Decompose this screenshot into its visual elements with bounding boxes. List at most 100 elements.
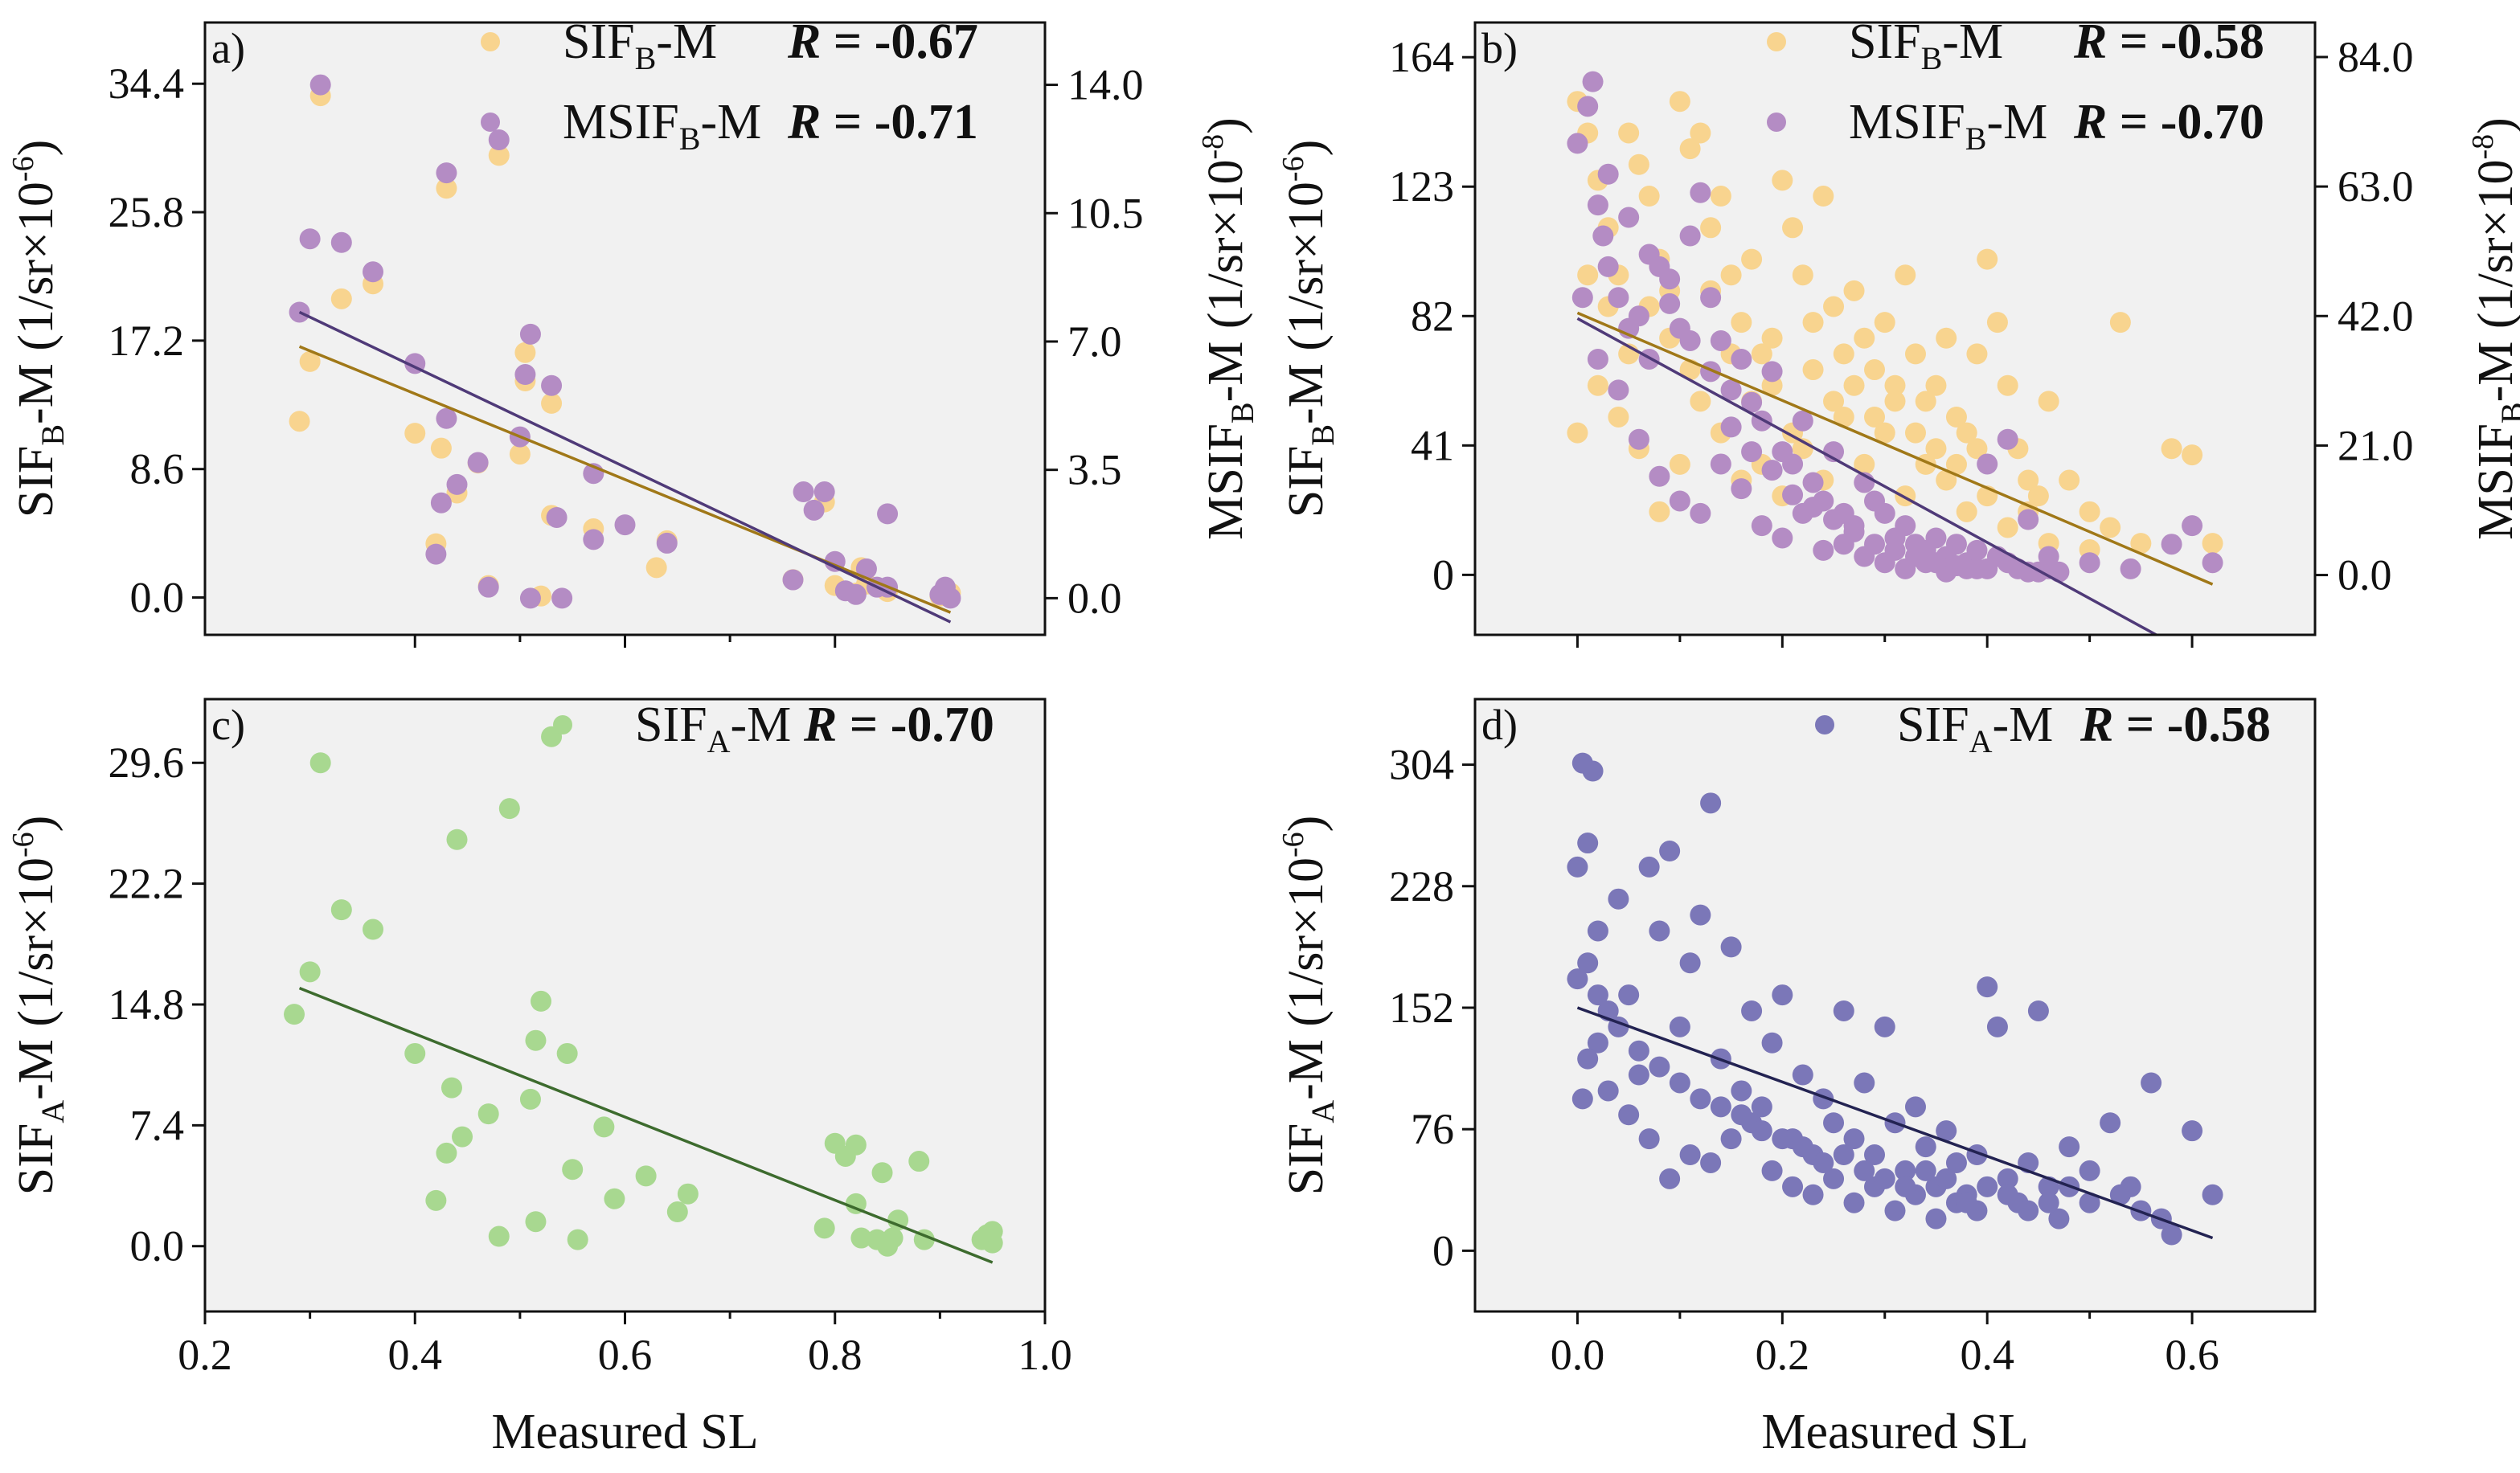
data-point [562,1159,584,1180]
data-point [813,1217,835,1239]
data-point [1720,264,1742,286]
data-point [1659,268,1681,290]
data-point [1864,534,1886,555]
legend-label: SIFB-M [1849,14,2003,76]
data-point [531,990,551,1012]
data-point [1854,1160,1875,1181]
y2-tick-label: 3.5 [1067,446,1122,494]
data-point [666,1201,688,1223]
data-point [1751,343,1772,365]
data-point [519,323,541,345]
data-point [2182,444,2203,466]
plot-frame [1473,21,2317,636]
data-point [2027,485,2049,507]
legend-marker [1767,113,1786,132]
data-point [2130,533,2152,554]
data-point [299,228,321,250]
data-point [1731,1080,1752,1102]
data-point [1751,1120,1772,1142]
data-point [1710,453,1731,475]
data-point [1782,217,1804,239]
data-point [782,569,804,591]
data-point [1731,478,1752,500]
data-point [1977,248,1998,270]
data-point [425,543,447,565]
data-point [1997,428,2018,450]
y-axis-label: SIFA-M (1/sr×10-6) [1276,816,1341,1196]
data-point [1843,280,1865,301]
data-point [404,1042,426,1064]
data-point [1854,327,1875,349]
data-point [2161,438,2182,460]
data-point [284,1004,305,1025]
data-point [1649,465,1670,487]
data-point [488,1225,510,1247]
data-point [1679,329,1701,351]
data-point [2141,1072,2162,1094]
y-tick-label: 152 [1389,984,1454,1032]
data-point [1843,521,1865,542]
y-axis-label: SIFB-M (1/sr×10-6) [6,140,71,518]
data-point [1945,1152,1967,1173]
data-point [436,178,457,199]
data-point [1597,256,1619,277]
fit-line-SIFB-M [1576,311,2214,586]
data-point [525,1029,547,1051]
y-axis-label: SIFA-M (1/sr×10-6) [6,816,71,1196]
data-point [1864,406,1886,428]
data-point [363,919,383,940]
data-point [1864,1144,1886,1166]
data-point [2038,546,2059,567]
data-point [519,587,541,609]
data-point [1936,1168,1957,1189]
y-tick-label: 228 [1389,862,1454,910]
x-axis-label: Measured SL [1761,1405,2028,1459]
data-point [1956,422,1977,444]
data-point [1761,460,1783,481]
y-tick-label: 34.4 [109,59,185,108]
data-point [656,532,678,554]
data-point [1669,1072,1690,1094]
legend-entry: MSIFB-M R = -0.71 [481,95,978,157]
plot-background [205,699,1045,1311]
data-point [583,529,604,550]
data-point [1638,186,1660,207]
data-point [1679,225,1701,247]
series-MSIFB-M [289,74,961,609]
y-tick-label: 164 [1389,33,1454,81]
legend-entry: MSIFB-M R = -0.70 [1767,95,2264,157]
data-point [2018,509,2039,530]
y2-tick-label: 0.0 [1067,574,1122,622]
y-tick-label: 82 [1411,292,1454,340]
data-point [1884,374,1906,396]
y-tick-label: 304 [1389,741,1454,789]
legend-label: SIFB-M [563,14,717,76]
data-point [1792,264,1813,286]
data-point [1649,501,1670,522]
data-point [2120,558,2141,579]
data-point [1690,122,1711,144]
data-point [1649,920,1670,942]
fit-line-MSIFB-M [1576,317,2157,636]
y-tick-label: 0 [1432,1226,1454,1275]
data-point [1690,182,1711,203]
data-point [425,1189,447,1211]
data-point [299,350,321,372]
data-point [1782,484,1804,505]
data-point [1628,1064,1649,1086]
legend-marker [1815,715,1834,734]
data-point [882,1227,904,1249]
data-point [793,481,814,503]
data-point [2038,391,2059,412]
data-point [477,576,499,598]
data-point [1945,555,1967,577]
data-point [1700,217,1722,239]
data-point [363,261,383,283]
data-point [299,961,321,983]
y-tick-label: 76 [1411,1105,1454,1153]
data-point [2048,561,2070,583]
legend-label: SIFA-M [635,698,791,759]
data-point [1577,264,1599,286]
data-point [1915,1136,1936,1158]
